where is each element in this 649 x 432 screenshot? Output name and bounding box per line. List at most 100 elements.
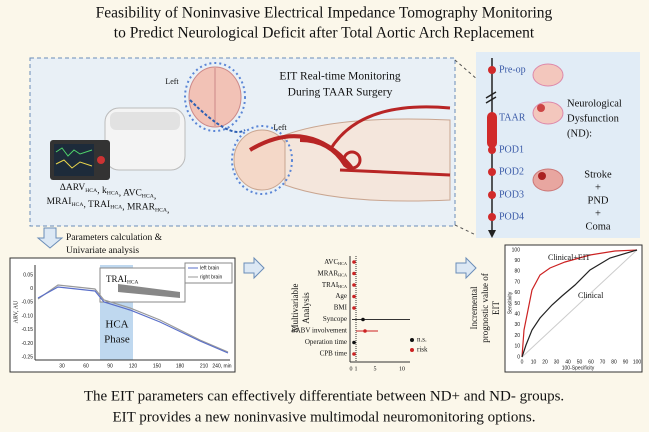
x-tick-label: 5 (374, 366, 377, 372)
side-label: prognostic value of (480, 273, 490, 342)
text-sub: HCA (155, 208, 168, 214)
text-main: , TRAI (83, 200, 110, 210)
taar-bar (487, 112, 497, 148)
text-main: AVC (324, 258, 338, 266)
x-tick-label: 1 (355, 366, 358, 372)
y-tick-label: 0 (30, 286, 33, 292)
text-main: , k (97, 186, 107, 196)
text-main: MRAI (47, 197, 72, 207)
x-tick-label: 240, min (212, 363, 231, 369)
text-sub: HCA (142, 194, 155, 200)
x-tick-label: 180 (176, 363, 185, 369)
step-label: Parameters calculation & (66, 233, 163, 243)
text-sub: HCA (338, 273, 347, 278)
y-tick-label: 10 (514, 344, 520, 350)
panel-heading: EIT Real-time Monitoring (279, 71, 400, 83)
text-main: , MRAR (122, 203, 155, 213)
title: to Predict Neurological Deficit after To… (114, 25, 535, 42)
x-tick-label: 30 (554, 359, 560, 365)
text-main: ΔARV (60, 183, 86, 193)
stage-dot (488, 66, 496, 74)
legend-label: risk (417, 346, 428, 354)
text-main: , AVC (119, 189, 142, 199)
side-label: EIT (491, 301, 501, 315)
step-label: Univariate analysis (66, 246, 139, 256)
y-tick-label: -0.25 (22, 355, 34, 361)
curve-label: Clinical (578, 291, 604, 300)
x-axis-label: 100-Specificity (562, 365, 595, 371)
stage-label: POD2 (499, 166, 524, 177)
x-tick-label: 90 (623, 359, 629, 365)
side-label: Analysis (301, 292, 311, 324)
y-axis-label: ARV, AU (13, 300, 19, 323)
x-tick-label: 10 (399, 366, 405, 372)
y-tick-label: -0.15 (22, 327, 34, 333)
title: Feasibility of Noninvasive Electrical Im… (96, 5, 553, 22)
curve-label: Clinical+EIT (548, 253, 590, 262)
y-tick-label: -0.20 (22, 341, 34, 347)
x-tick-label: 10 (531, 359, 537, 365)
row-label: Operation time (305, 338, 347, 346)
x-tick-label: 40 (565, 359, 571, 365)
side-label: Left (165, 77, 179, 86)
y-tick-label: 0.05 (23, 272, 33, 278)
stage-dot (488, 146, 496, 154)
legend-label: left brain (200, 265, 219, 271)
y-tick-label: -0.10 (22, 313, 34, 319)
text-sub: HCA (338, 284, 347, 289)
stage-dot (488, 213, 496, 221)
x-tick-label: 210 (200, 363, 209, 369)
x-tick-label: 20 (542, 359, 548, 365)
stage-label: Pre-op (499, 64, 526, 75)
y-tick-label: 50 (514, 301, 520, 307)
text-main: , (154, 192, 156, 202)
y-axis-label: Sensitivity (507, 291, 513, 314)
x-tick-label: 0 (350, 366, 353, 372)
stage-label: TAAR (499, 112, 526, 123)
stage-label: POD3 (499, 189, 524, 200)
row-label: CPB time (320, 350, 347, 358)
x-tick-label: 0 (521, 359, 524, 365)
event-label: + (595, 208, 601, 219)
stage-label: POD1 (499, 144, 524, 155)
y-tick-label: -0.05 (22, 300, 34, 306)
event-label: Stroke (584, 169, 612, 180)
legend-label: n.s. (417, 336, 427, 344)
side-label: Left (273, 123, 287, 132)
outcome-label: (ND): (567, 128, 592, 139)
x-tick-label: 70 (600, 359, 606, 365)
y-tick-label: 60 (514, 290, 520, 296)
x-tick-label: 120 (129, 363, 138, 369)
phase-label: Phase (104, 334, 130, 346)
row-label: SABV involvement (292, 327, 347, 335)
row-label: BMI (334, 304, 348, 312)
x-tick-label: 50 (577, 359, 583, 365)
x-tick-label: 60 (83, 363, 89, 369)
legend-label: right brain (200, 274, 222, 280)
text-sub: HCA (107, 191, 120, 197)
x-tick-label: 100 (633, 359, 642, 365)
y-tick-label: 40 (514, 312, 520, 318)
y-tick-label: 20 (514, 333, 520, 339)
event-label: + (595, 182, 601, 193)
stage-dot (488, 168, 496, 176)
y-tick-label: 90 (514, 258, 520, 264)
page: Feasibility of Noninvasive Electrical Im… (0, 0, 649, 432)
graphical-abstract: Feasibility of Noninvasive Electrical Im… (0, 0, 649, 432)
y-tick-label: 30 (514, 322, 520, 328)
text-sub: HCA (127, 280, 138, 286)
text-main: MRAR (318, 269, 339, 277)
text-sub: HCA (338, 261, 347, 266)
phase-label: HCA (105, 319, 128, 331)
outcome-label: Neurological (567, 98, 622, 109)
row-label: Age (335, 292, 347, 300)
x-tick-label: 90 (107, 363, 113, 369)
y-tick-label: 80 (514, 269, 520, 275)
side-label: Incremental (469, 286, 479, 329)
side-label: Multivariable (290, 284, 300, 333)
outcome-label: Dysfunction (567, 113, 620, 124)
x-tick-label: 150 (153, 363, 162, 369)
conclusion: EIT provides a new noninvasive multimoda… (113, 409, 536, 425)
x-tick-label: 60 (588, 359, 594, 365)
stage-label: POD4 (499, 211, 524, 222)
